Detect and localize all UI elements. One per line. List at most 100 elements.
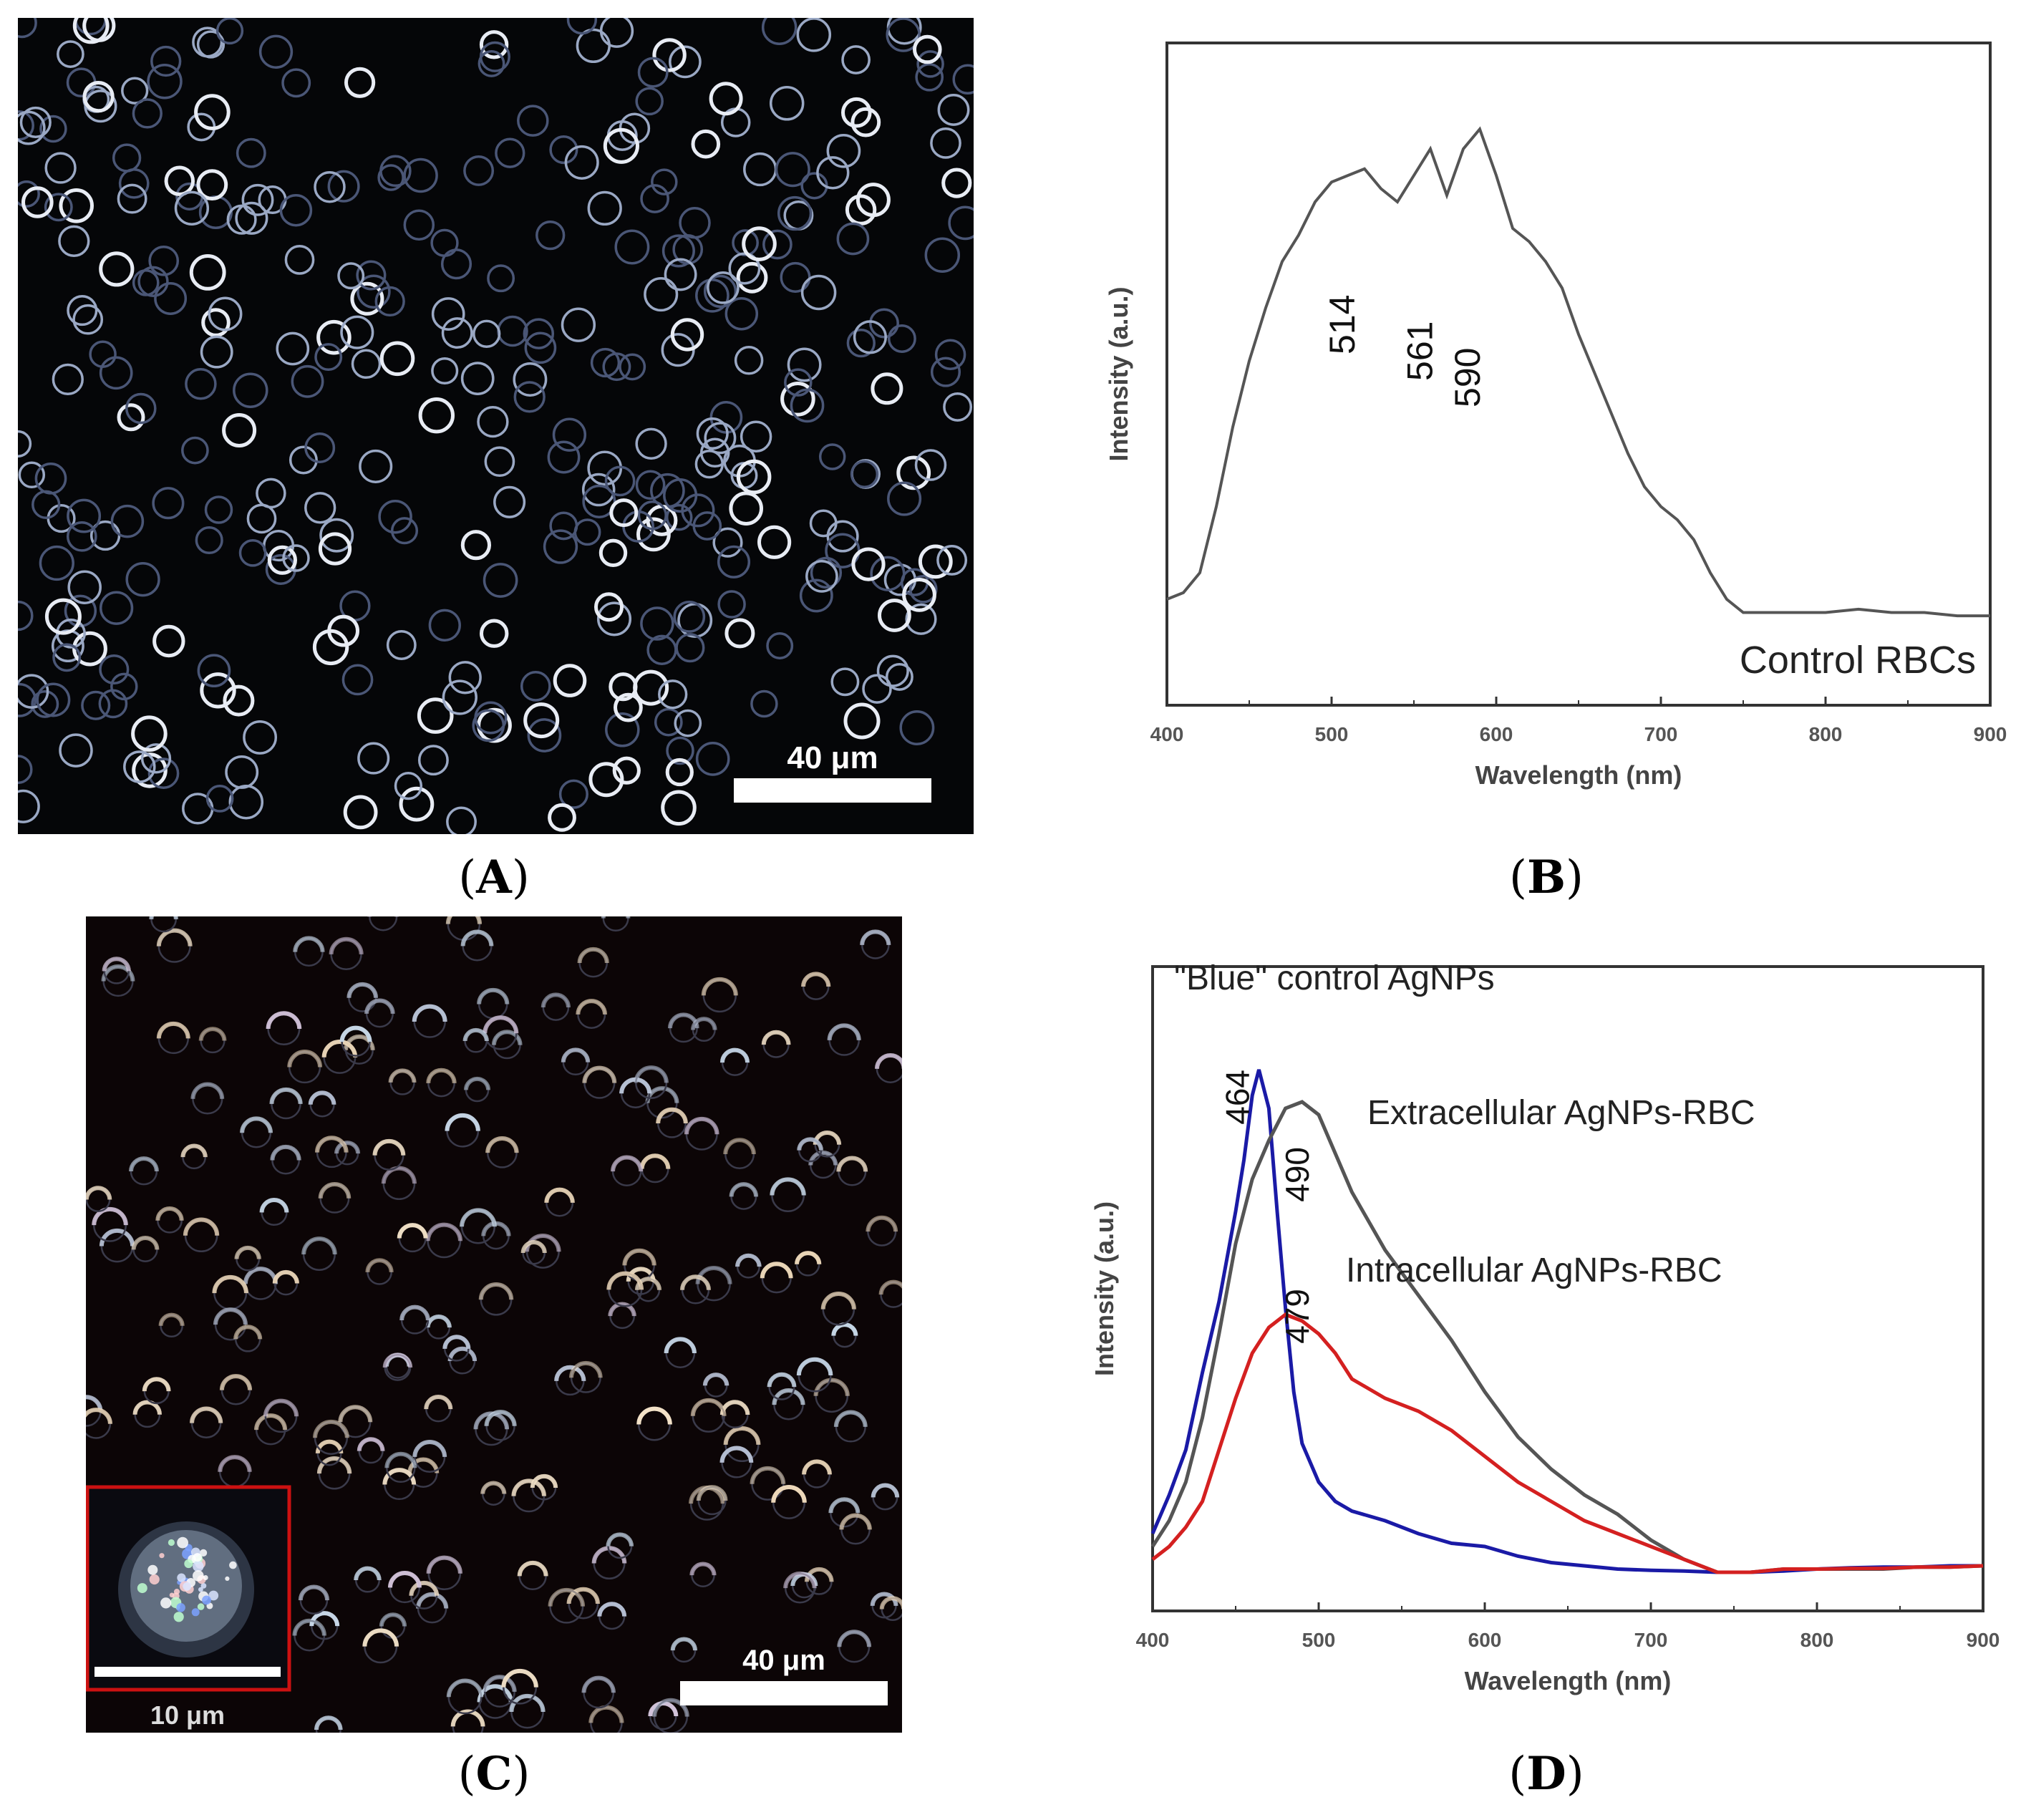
rbc-cell-ring xyxy=(841,97,872,128)
rbc-cell-highlight xyxy=(254,1413,288,1431)
rbc-cell-ring xyxy=(117,403,145,432)
rbc-cell-ring xyxy=(800,274,837,311)
rbc-cell-ring xyxy=(913,34,942,64)
rbc-cell-ring xyxy=(635,427,667,460)
rbc-cell-highlight xyxy=(397,1223,428,1239)
rbc-cell-highlight xyxy=(696,1485,728,1501)
rbc-cell-ring xyxy=(843,702,881,740)
rbc-cell-ring xyxy=(258,34,294,69)
rbc-cell-ring xyxy=(226,204,257,235)
rbc-cell-ring xyxy=(132,98,163,129)
rbc-cell-highlight xyxy=(723,1426,761,1446)
rbc-cell-highlight xyxy=(772,1388,805,1405)
rbc-cell-ring xyxy=(523,702,560,739)
rbc-cell-ring xyxy=(228,784,264,820)
rbc-cell-highlight xyxy=(292,1618,326,1636)
caption-c: (C) xyxy=(457,1747,530,1801)
rbc-cell-ring xyxy=(67,295,98,326)
rbc-cell-ring xyxy=(201,308,231,337)
nanoparticle-dot xyxy=(184,1559,193,1569)
x-axis-label: Wavelength (nm) xyxy=(1475,760,1682,790)
rbc-cell-highlight xyxy=(293,936,325,952)
rbc-cell-ring xyxy=(18,600,34,631)
rbc-cell-ring xyxy=(289,445,318,475)
chart-d: 400 500 600 700 800 900 464 490 479 "Blue" cont… xyxy=(1090,959,2000,1695)
rbc-cell-highlight xyxy=(723,1138,756,1155)
rbc-cell-ring xyxy=(403,158,438,193)
rbc-cell-highlight xyxy=(313,1419,349,1438)
rbc-cell-highlight xyxy=(446,1678,484,1698)
rbc-cell-ring xyxy=(442,679,478,715)
rbc-cell-ring xyxy=(189,254,226,291)
rbc-cell-ring xyxy=(841,45,871,74)
rbc-cell-ring xyxy=(281,68,311,98)
rbc-cell-highlight xyxy=(760,1262,793,1279)
rbc-cell-ring xyxy=(696,417,729,450)
rbc-cell-outline xyxy=(602,916,629,932)
rbc-cell-ring xyxy=(548,803,576,832)
rbc-cell-highlight xyxy=(460,929,494,947)
rbc-cell-highlight xyxy=(750,1466,786,1484)
rbc-cell-ring xyxy=(775,152,810,188)
caption-b-letter: B xyxy=(1526,851,1566,904)
rbc-cell-ring xyxy=(148,245,180,276)
rbc-cell-ring xyxy=(137,266,169,297)
rbc-cell-ring xyxy=(484,446,515,478)
rbc-cell-ring xyxy=(846,328,876,358)
rbc-cell-highlight xyxy=(874,1053,902,1070)
rbc-cell-highlight xyxy=(483,1675,517,1693)
rbc-cell-highlight xyxy=(190,1082,225,1100)
rbc-cell-ring xyxy=(318,532,352,566)
rbc-cell-ring xyxy=(581,473,616,507)
nanoparticle-dot xyxy=(173,1589,180,1595)
legend-blue-control: "Blue" control AgNPs xyxy=(1174,959,1495,997)
rbc-cell-ring xyxy=(736,459,772,495)
rbc-cell-highlight xyxy=(384,1451,417,1468)
rbc-cell-highlight xyxy=(569,1361,603,1378)
rbc-cell-ring xyxy=(664,258,697,291)
scale-bar-label: 40 μm xyxy=(742,1645,825,1676)
rbc-cell-highlight xyxy=(318,1182,352,1199)
rbc-cell-ring xyxy=(549,135,578,165)
y-axis-label: Intensity (a.u.) xyxy=(1090,1201,1119,1376)
rbc-cell-highlight xyxy=(86,1408,112,1425)
nanoparticle-dot xyxy=(191,1608,200,1617)
x-tick-label: 700 xyxy=(1634,1629,1668,1651)
rbc-cell-ring xyxy=(314,343,343,372)
rbc-cell-ring xyxy=(356,260,387,291)
rbc-cells xyxy=(18,18,974,834)
rbc-cell-ring xyxy=(523,318,555,349)
rbc-cell-ring xyxy=(869,308,899,339)
nanoparticle-dot xyxy=(137,1583,147,1594)
nanoparticle-dot xyxy=(177,1573,186,1582)
rbc-cell-ring xyxy=(826,133,861,168)
rbc-cell-ring xyxy=(805,560,838,593)
rbc-cell-highlight xyxy=(576,999,608,1015)
rbc-cell-highlight xyxy=(301,1236,337,1255)
rbc-cell-ring xyxy=(619,353,646,381)
rbc-cell-ring xyxy=(862,674,892,704)
inset xyxy=(86,1485,291,1692)
rbc-cell-highlight xyxy=(442,1335,471,1350)
caption-a-letter: A xyxy=(476,851,512,904)
rbc-cell-ring xyxy=(431,357,459,385)
rbc-cell-ring xyxy=(851,547,886,581)
rbc-cell-ring xyxy=(18,755,33,785)
rbc-cell-ring xyxy=(34,462,67,495)
rbc-cell-ring xyxy=(590,347,621,378)
rbc-cell-highlight xyxy=(198,1027,227,1041)
rbc-cell-ring xyxy=(403,209,435,241)
rbc-cell-ring xyxy=(614,692,643,722)
rbc-cell-highlight xyxy=(611,1155,644,1172)
x-tick-label: 800 xyxy=(1800,1629,1834,1651)
rbc-cell-ring xyxy=(670,318,704,352)
rbc-cell-highlight xyxy=(362,1628,399,1647)
rbc-cell-ring xyxy=(818,443,846,470)
rbc-cell-ring xyxy=(181,436,209,465)
rbc-cell-highlight xyxy=(606,1532,634,1546)
rbc-cell-highlight xyxy=(771,1485,807,1503)
rbc-cell-ring xyxy=(853,320,887,354)
rbc-cell-ring xyxy=(810,556,843,589)
rbc-cell-ring xyxy=(123,750,156,783)
rbc-cell-ring xyxy=(82,81,115,113)
